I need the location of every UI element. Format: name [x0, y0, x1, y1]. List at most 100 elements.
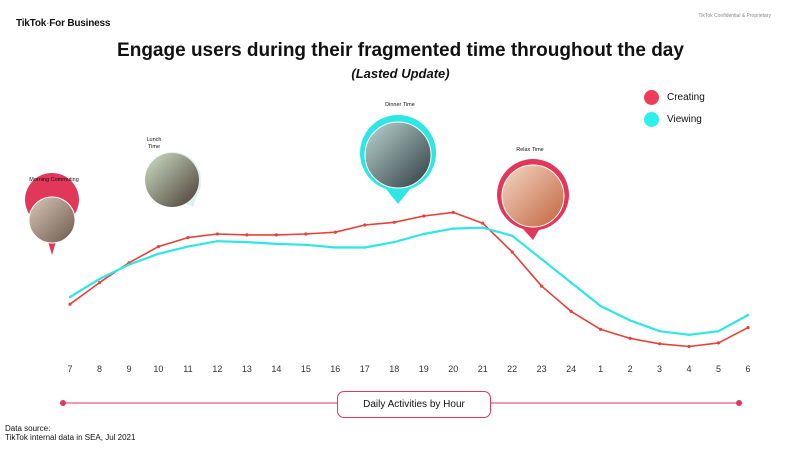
- x-tick-label: 6: [745, 364, 750, 374]
- data-point-creating-10: [156, 245, 161, 249]
- data-point-viewing-22: [510, 234, 514, 237]
- data-point-viewing-24: [569, 281, 573, 284]
- data-point-creating-24: [569, 309, 573, 313]
- data-point-viewing-2: [628, 319, 632, 322]
- pin-relax-time: [497, 159, 569, 240]
- legend-label-creating: Creating: [667, 91, 705, 103]
- data-point-creating-6: [746, 326, 750, 330]
- x-tick-label: 22: [507, 364, 517, 374]
- data-point-creating-1: [599, 327, 603, 331]
- legend-swatch-creating: [644, 89, 659, 105]
- data-point-creating-17: [363, 223, 367, 227]
- data-point-viewing-20: [452, 227, 455, 230]
- legend-swatch-viewing: [644, 111, 659, 127]
- tiktok-for-business-logo: TikTok·For Business: [16, 18, 111, 29]
- data-source-line2: TikTok internal data in SEA, Jul 2021: [5, 433, 136, 442]
- chart-subtitle: (Lasted Update): [351, 66, 450, 81]
- annotation-dinner-time: Dinner Time: [385, 102, 415, 108]
- x-tick-label: 1: [598, 364, 603, 374]
- x-tick-label: 11: [183, 364, 192, 374]
- x-tick-label: 18: [389, 364, 399, 374]
- x-tick-label: 24: [566, 364, 576, 374]
- data-point-viewing-9: [127, 263, 131, 266]
- data-point-viewing-14: [275, 242, 278, 246]
- x-tick-label: 8: [97, 364, 102, 374]
- legend: Creating Viewing: [644, 86, 705, 130]
- annotation-morning-commuting: Morning Commuting: [29, 177, 79, 183]
- series-line-creating: [69, 211, 749, 348]
- x-tick-label: 19: [419, 364, 429, 374]
- data-point-creating-8: [97, 281, 102, 285]
- legend-label-viewing: Viewing: [667, 113, 702, 125]
- x-tick-label: 23: [537, 364, 547, 374]
- data-point-creating-16: [333, 230, 337, 234]
- data-point-creating-7: [68, 302, 72, 306]
- data-point-creating-18: [392, 220, 396, 224]
- data-point-viewing-23: [540, 258, 543, 261]
- legend-item-viewing: Viewing: [644, 108, 705, 130]
- annotation-lunch-time: Lunch Time: [146, 137, 162, 150]
- data-point-creating-4: [687, 344, 691, 349]
- data-point-creating-23: [540, 284, 544, 288]
- x-tick-label: 5: [716, 364, 721, 374]
- data-point-creating-5: [716, 341, 721, 345]
- data-point-viewing-4: [687, 333, 691, 336]
- pin-lunch-time: [145, 152, 202, 207]
- data-point-viewing-7: [68, 295, 72, 299]
- data-point-creating-11: [186, 236, 190, 240]
- x-tick-label: 4: [687, 364, 692, 374]
- data-point-viewing-3: [658, 330, 661, 333]
- series-line-viewing: [69, 226, 749, 336]
- data-point-viewing-11: [186, 245, 190, 248]
- data-point-viewing-8: [98, 277, 101, 281]
- x-tick-label: 21: [478, 364, 488, 374]
- x-axis-title-text: Daily Activities by Hour: [363, 399, 465, 410]
- x-axis-title: Daily Activities by Hour: [337, 391, 491, 418]
- data-point-viewing-6: [746, 313, 750, 317]
- data-point-viewing-16: [334, 246, 337, 249]
- data-point-viewing-10: [157, 252, 160, 255]
- pin-dinner-time: [360, 115, 436, 204]
- data-point-viewing-18: [393, 240, 396, 244]
- x-tick-label: 20: [448, 364, 458, 374]
- data-point-viewing-21: [481, 226, 484, 229]
- x-tick-label: 10: [153, 364, 163, 374]
- chart-title: Engage users during their fragmented tim…: [117, 40, 684, 61]
- data-point-creating-19: [422, 214, 426, 218]
- data-point-creating-22: [510, 250, 514, 254]
- confidential-note: TikTok Confidential & Proprietary: [698, 13, 771, 19]
- data-point-creating-3: [657, 342, 662, 346]
- x-tick-label: 14: [271, 364, 281, 374]
- data-point-viewing-17: [363, 246, 366, 249]
- logo-text: TikTok: [16, 18, 47, 29]
- legend-item-creating: Creating: [644, 86, 705, 108]
- x-tick-label: 12: [212, 364, 222, 374]
- x-tick-label: 2: [628, 364, 633, 374]
- data-point-creating-14: [274, 233, 278, 237]
- data-point-creating-21: [481, 221, 485, 225]
- axis-endpoint-right: [736, 400, 742, 406]
- data-point-viewing-1: [599, 304, 602, 308]
- data-point-viewing-5: [717, 330, 720, 333]
- annotation-relax-time: Relax Time: [516, 147, 544, 153]
- axis-endpoint-left: [60, 400, 66, 406]
- data-point-creating-20: [451, 210, 455, 214]
- data-point-viewing-12: [216, 240, 219, 243]
- pin-morning-commuting: [25, 173, 79, 255]
- data-point-creating-13: [245, 233, 249, 237]
- data-point-creating-2: [628, 336, 632, 340]
- x-tick-label: 17: [360, 364, 370, 374]
- x-tick-label: 15: [301, 364, 311, 374]
- data-point-viewing-13: [245, 240, 249, 244]
- x-tick-label: 9: [126, 364, 131, 374]
- data-point-viewing-19: [422, 232, 425, 236]
- x-tick-label: 16: [330, 364, 340, 374]
- x-tick-label: 13: [242, 364, 252, 374]
- data-source-line1: Data source:: [5, 424, 51, 433]
- data-point-creating-15: [304, 232, 308, 236]
- x-tick-label: 7: [67, 364, 72, 374]
- x-tick-label: 3: [657, 364, 662, 374]
- data-source: Data source: TikTok internal data in SEA…: [5, 424, 135, 442]
- logo-suffix: For Business: [49, 18, 111, 29]
